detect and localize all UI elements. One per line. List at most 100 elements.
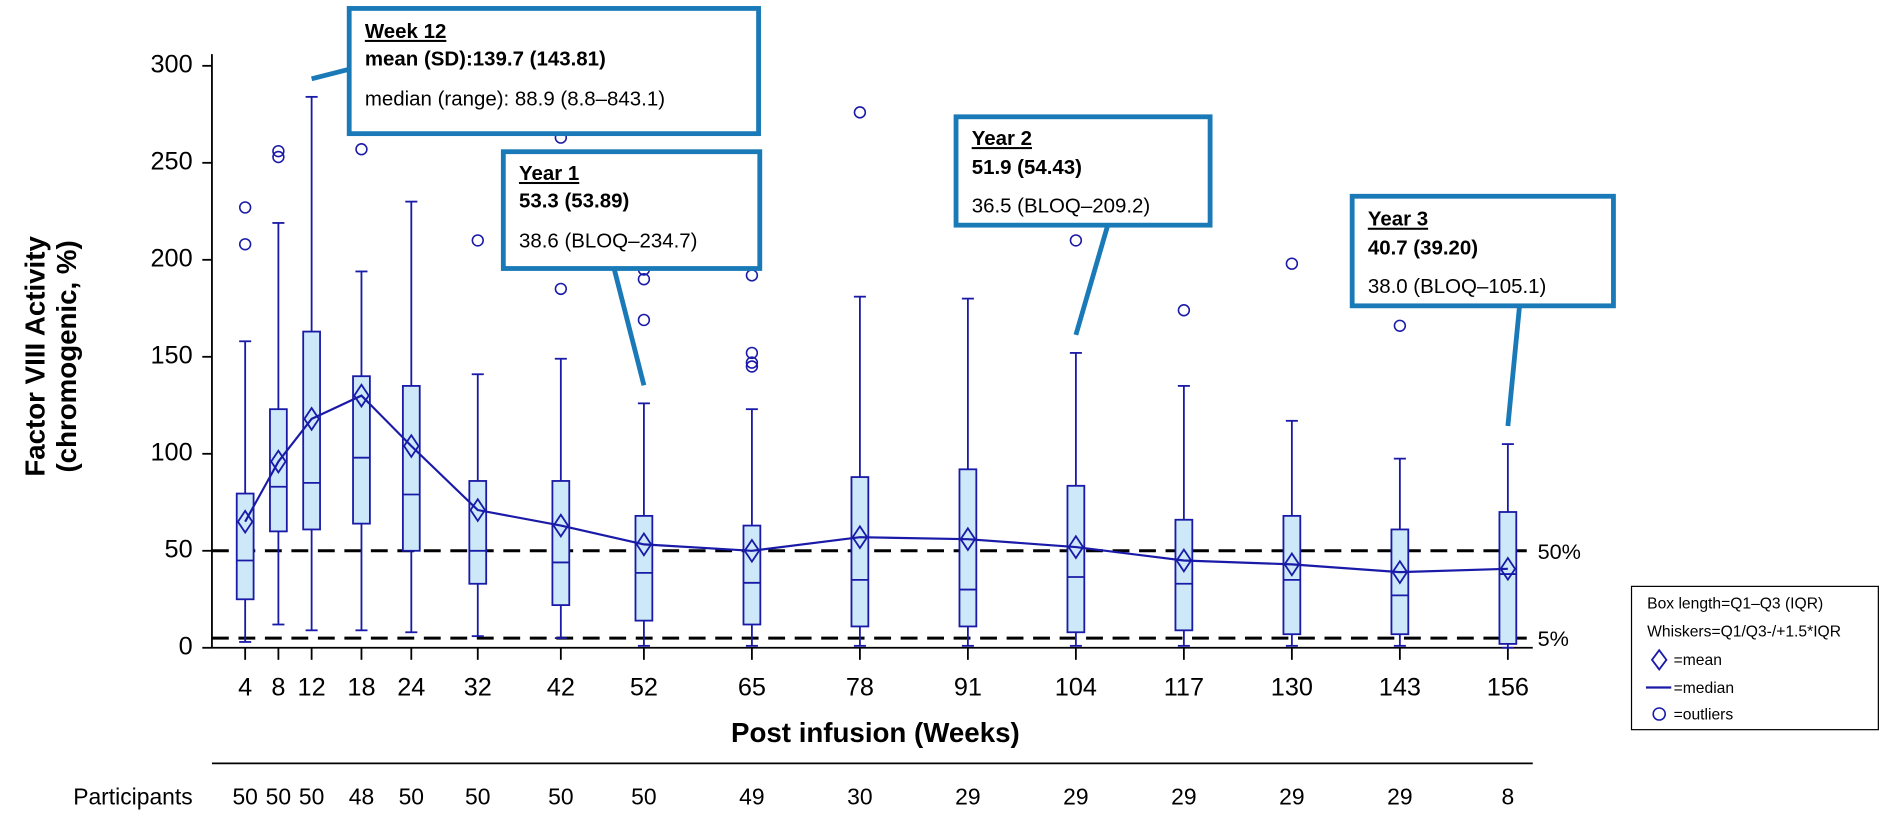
legend-text: Box length=Q1–Q3 (IQR)	[1647, 596, 1823, 613]
outlier	[853, 106, 867, 119]
mean-marker	[236, 509, 254, 535]
callout-title: Year 1	[519, 162, 579, 185]
callout-mean: mean (SD):139.7 (143.81)	[365, 48, 606, 71]
x-tick-label: 42	[547, 673, 575, 701]
participants-count: 50	[266, 783, 291, 809]
participants-count: 29	[1387, 783, 1412, 809]
outlier	[745, 346, 759, 360]
y-tick-label: 100	[151, 438, 193, 466]
callout-mean: 40.7 (39.20)	[1368, 237, 1478, 260]
callout-pointer	[1073, 224, 1111, 336]
participants-count: 50	[399, 783, 424, 809]
x-tick-label: 12	[298, 673, 326, 701]
box	[235, 492, 255, 601]
outlier	[745, 360, 759, 373]
x-tick-label: 65	[738, 673, 766, 701]
callout-box	[500, 149, 763, 271]
participants-count: 50	[465, 783, 490, 809]
callout-median: 38.6 (BLOQ–234.7)	[519, 229, 698, 252]
participants-count: 50	[548, 783, 573, 809]
x-tick-label: 104	[1055, 673, 1097, 701]
participants-count: 29	[1063, 783, 1088, 809]
y-tick-label: 50	[165, 535, 193, 563]
x-axis-label: Post infusion (Weeks)	[731, 717, 1020, 748]
outlier	[272, 150, 285, 164]
participants-count: 29	[1171, 783, 1196, 809]
callout-title: Year 3	[1368, 208, 1428, 231]
x-tick-label: 18	[347, 673, 375, 701]
participants-count: 30	[847, 783, 872, 809]
mean-marker	[1499, 556, 1517, 582]
x-tick-label: 117	[1164, 673, 1204, 701]
participants-count: 50	[631, 783, 656, 809]
reference-label: 50%	[1538, 539, 1581, 564]
callout-median: 38.0 (BLOQ–105.1)	[1368, 275, 1547, 298]
callout-mean: 53.3 (53.89)	[519, 190, 629, 213]
callout-box	[953, 114, 1213, 228]
outlier	[1069, 234, 1083, 247]
box	[850, 476, 870, 628]
y-tick-label: 300	[151, 50, 193, 78]
mean-marker	[743, 538, 761, 564]
callout-pointer	[1505, 305, 1522, 427]
box	[958, 468, 978, 628]
box	[468, 480, 488, 585]
mean-marker	[353, 383, 370, 409]
outlier	[272, 144, 285, 158]
legend-text: =mean	[1674, 652, 1722, 669]
callout-title: Week 12	[365, 20, 446, 43]
y-tick-label: 250	[151, 147, 193, 175]
x-tick-label: 156	[1487, 673, 1529, 701]
outlier	[637, 313, 651, 327]
mean-marker	[1175, 548, 1193, 573]
mean-line	[244, 394, 1508, 574]
outlier	[637, 273, 651, 286]
outlier	[471, 234, 484, 247]
participants-count: 8	[1502, 783, 1515, 809]
box	[352, 375, 371, 525]
legend-text: =median	[1674, 680, 1734, 697]
outlier	[554, 282, 568, 296]
y-tick-label: 200	[151, 244, 193, 272]
legend-mean-marker	[1650, 648, 1668, 671]
participants-label: Participants	[73, 783, 192, 809]
mean-marker	[552, 513, 570, 539]
legend-text: =outliers	[1674, 706, 1734, 723]
legend-box	[1630, 585, 1879, 731]
participants-count: 50	[299, 783, 324, 809]
participants-count: 29	[955, 783, 980, 809]
callout-title: Year 2	[972, 127, 1032, 150]
mean-marker	[959, 526, 977, 552]
x-tick-label: 143	[1379, 673, 1421, 701]
mean-marker	[851, 524, 869, 550]
outlier	[238, 201, 252, 214]
outlier	[1393, 319, 1407, 332]
x-tick-label: 78	[846, 673, 874, 701]
x-tick-label: 4	[238, 673, 252, 701]
callout-mean: 51.9 (54.43)	[972, 156, 1082, 179]
reference-label: 5%	[1538, 626, 1569, 651]
box	[401, 384, 421, 552]
participants-count: 48	[349, 783, 374, 809]
outlier	[745, 269, 759, 282]
mean-marker	[1283, 551, 1301, 577]
outlier	[238, 238, 252, 251]
outlier	[1177, 304, 1191, 317]
x-tick-label: 91	[954, 673, 982, 701]
x-tick-label: 52	[630, 673, 658, 701]
x-tick-label: 130	[1271, 673, 1313, 701]
box	[634, 514, 654, 622]
box	[269, 408, 288, 533]
callout-box	[346, 6, 761, 137]
participants-count: 29	[1279, 783, 1304, 809]
x-tick-label: 24	[397, 673, 425, 701]
callout-median: median (range): 88.9 (8.8–843.1)	[365, 87, 665, 110]
box	[551, 480, 571, 607]
y-axis-label: Factor VIII Activity	[20, 236, 51, 477]
legend-outlier-marker	[1652, 707, 1667, 721]
outlier	[745, 356, 759, 369]
x-tick-label: 32	[464, 673, 492, 701]
participants-count: 49	[739, 783, 764, 809]
mean-marker	[635, 531, 653, 557]
